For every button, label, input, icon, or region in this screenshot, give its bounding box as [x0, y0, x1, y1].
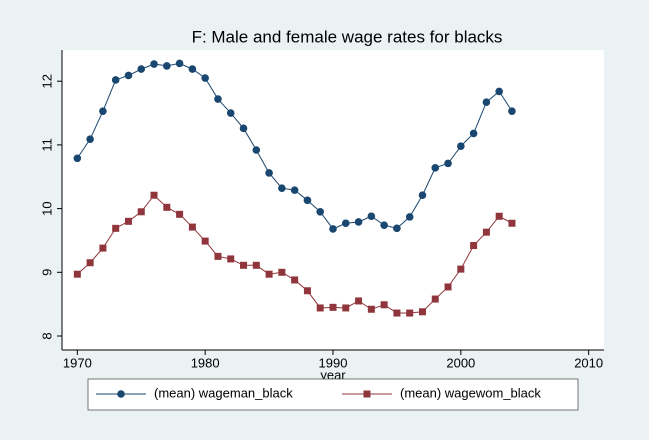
data-point — [163, 203, 171, 211]
data-point — [278, 268, 286, 276]
data-point — [470, 242, 478, 250]
data-point — [291, 276, 299, 284]
data-point — [444, 159, 452, 168]
data-point — [355, 297, 363, 305]
data-point — [418, 308, 426, 316]
data-point — [316, 207, 325, 216]
data-point — [137, 208, 145, 216]
data-point — [303, 196, 312, 205]
data-point — [252, 146, 261, 154]
x-tick-label: 1970 — [63, 355, 92, 370]
legend-marker — [117, 390, 125, 398]
data-point — [112, 224, 120, 232]
data-point — [342, 304, 350, 312]
y-tick-label: 9 — [39, 269, 54, 276]
data-point — [226, 109, 235, 117]
data-point — [367, 212, 376, 221]
data-point — [99, 244, 107, 252]
x-tick-label: 1980 — [191, 355, 220, 370]
data-point — [457, 265, 465, 273]
y-tick-label: 8 — [39, 332, 54, 339]
data-point — [214, 95, 222, 103]
data-point — [201, 237, 209, 245]
data-point — [290, 186, 299, 194]
data-point — [265, 270, 273, 278]
data-point — [508, 107, 516, 115]
data-point — [227, 255, 235, 263]
data-point — [111, 76, 120, 84]
data-point — [482, 228, 490, 236]
data-point — [86, 135, 94, 143]
data-point — [495, 87, 503, 96]
data-point — [380, 301, 388, 309]
legend-label: (mean) wageman_black — [154, 385, 293, 400]
data-point — [99, 107, 107, 115]
x-tick-label: 1990 — [319, 355, 348, 370]
data-point — [469, 129, 478, 138]
legend-label: (mean) wagewom_black — [400, 385, 541, 400]
data-point — [265, 169, 273, 177]
data-point — [431, 164, 440, 172]
data-point — [278, 184, 286, 193]
data-point — [137, 65, 146, 73]
legend — [87, 378, 579, 411]
data-point — [124, 217, 132, 225]
data-point — [201, 74, 209, 82]
data-point — [431, 295, 439, 303]
data-point — [188, 65, 197, 73]
data-point — [393, 309, 401, 317]
data-point — [150, 60, 158, 68]
data-point — [124, 71, 133, 80]
data-point — [316, 304, 324, 312]
data-point — [406, 309, 414, 317]
data-point — [73, 154, 82, 163]
data-point — [367, 305, 375, 313]
data-point — [163, 62, 171, 70]
legend-marker — [363, 390, 371, 398]
data-point — [341, 219, 350, 228]
data-point — [393, 224, 401, 233]
data-point — [444, 283, 452, 291]
data-point — [329, 225, 337, 233]
data-point — [214, 252, 222, 260]
x-tick-label: 2010 — [574, 355, 603, 370]
x-tick-label: 2000 — [446, 355, 475, 370]
data-point — [175, 59, 184, 68]
data-point — [354, 218, 363, 226]
y-tick-label: 11 — [39, 138, 54, 152]
data-point — [252, 261, 260, 269]
data-point — [418, 191, 427, 200]
data-point — [239, 124, 248, 133]
y-tick-label: 12 — [39, 74, 54, 88]
data-point — [380, 221, 388, 229]
data-point — [73, 270, 81, 278]
data-point — [150, 191, 158, 199]
data-point — [405, 213, 414, 221]
data-point — [482, 98, 491, 107]
data-point — [188, 223, 196, 231]
data-point — [240, 261, 248, 269]
chart-title: F: Male and female wage rates for blacks — [192, 27, 503, 46]
plot-area — [62, 50, 604, 350]
data-point — [495, 212, 503, 220]
data-point — [86, 259, 94, 267]
data-point — [303, 287, 311, 295]
y-tick-label: 10 — [39, 201, 54, 215]
data-point — [457, 142, 465, 150]
data-point — [329, 303, 337, 311]
data-point — [176, 210, 184, 218]
data-point — [508, 219, 516, 227]
